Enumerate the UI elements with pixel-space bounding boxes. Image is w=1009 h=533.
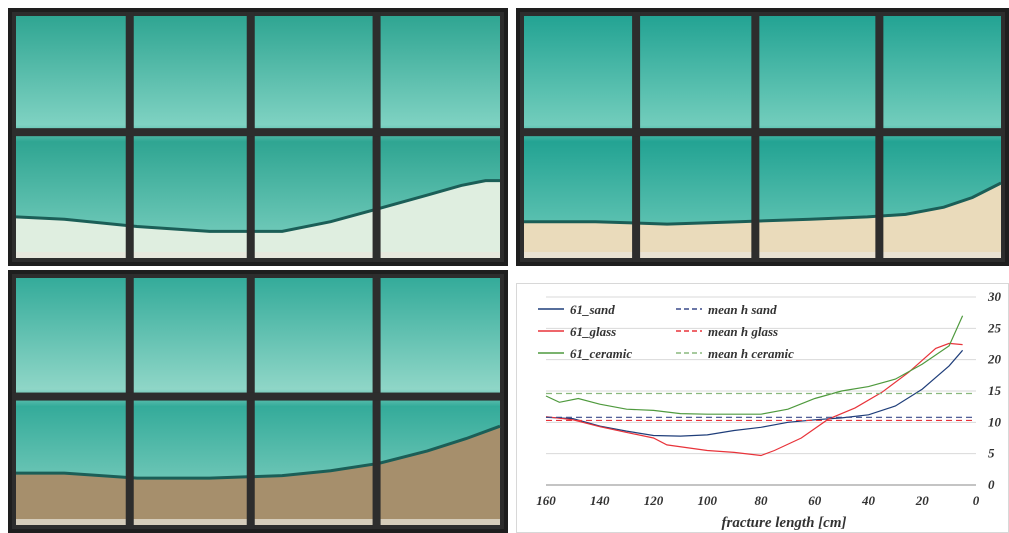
frame-bar-vertical	[125, 8, 134, 266]
legend-label: mean h glass	[708, 324, 778, 339]
frame-bar-vertical	[125, 270, 134, 533]
frame-bar-vertical	[246, 270, 255, 533]
chart-axes: 0 5 10 15 20 25 30 160 140 120 100 80 60 40 20 0	[536, 289, 1001, 508]
y-tick-label: 5	[988, 446, 995, 461]
bottom-strip	[16, 519, 500, 525]
photo-svg	[516, 8, 1009, 266]
y-tick-label: 25	[987, 320, 1002, 335]
chart-series	[545, 315, 976, 457]
series-61_ceramic	[545, 315, 964, 415]
x-tick-label: 60	[808, 493, 822, 508]
x-tick-label: 160	[536, 493, 556, 508]
photo-border	[516, 8, 1009, 266]
frame-bar-vertical	[875, 8, 884, 266]
legend-label: mean h ceramic	[708, 346, 794, 361]
x-tick-label: 40	[861, 493, 876, 508]
legend-label: 61_glass	[570, 324, 616, 339]
bottom-strip	[524, 252, 1001, 258]
chart-svg: 0 5 10 15 20 25 30 160 140 120 100 80 60 40 20 0 61_san…	[516, 283, 1009, 533]
photo-border	[8, 8, 508, 266]
x-tick-label: 80	[755, 493, 769, 508]
photo-glass-sediment	[8, 8, 508, 266]
photo-svg	[8, 270, 508, 533]
frame-bar-vertical	[632, 8, 641, 266]
bottom-strip	[16, 252, 500, 258]
y-tick-label: 20	[987, 352, 1002, 367]
y-tick-label: 15	[988, 383, 1002, 398]
series-61_glass	[545, 342, 963, 457]
legend-label: mean h sand	[708, 302, 777, 317]
chart-grid	[516, 283, 1009, 533]
interface-height-chart: 0 5 10 15 20 25 30 160 140 120 100 80 60 40 20 0 61_san…	[516, 283, 1009, 533]
x-tick-label: 120	[644, 493, 664, 508]
photo-ceramic-sediment	[516, 8, 1009, 266]
x-axis-label: fracture length [cm]	[722, 515, 847, 531]
photo-svg	[8, 8, 508, 266]
interface-line	[16, 424, 501, 480]
y-tick-label: 0	[988, 477, 995, 492]
legend-label: 61_ceramic	[570, 346, 632, 361]
photo-border	[8, 270, 508, 533]
x-tick-label: 20	[915, 493, 930, 508]
x-tick-label: 140	[590, 493, 610, 508]
interface-line	[524, 181, 1002, 226]
x-tick-label: 0	[973, 493, 980, 508]
series-61_sand	[545, 349, 964, 437]
photo-sand-sediment	[8, 270, 508, 533]
frame-bar-horizontal	[8, 128, 508, 137]
y-tick-label: 10	[988, 414, 1002, 429]
x-tick-label: 100	[698, 493, 718, 508]
frame-bar-vertical	[751, 8, 760, 266]
chart-legend: 61_sand 61_glass 61_ceramic mean h sand mean…	[538, 302, 794, 361]
frame-bar-horizontal	[8, 392, 508, 401]
frame-bar-vertical	[246, 8, 255, 266]
frame-bar-horizontal	[516, 128, 1009, 137]
y-tick-label: 30	[987, 289, 1002, 304]
frame-bar-vertical	[372, 270, 381, 533]
interface-line	[15, 179, 500, 233]
frame-bar-vertical	[372, 8, 381, 266]
chart-frame	[516, 283, 1009, 533]
legend-label: 61_sand	[570, 302, 615, 317]
